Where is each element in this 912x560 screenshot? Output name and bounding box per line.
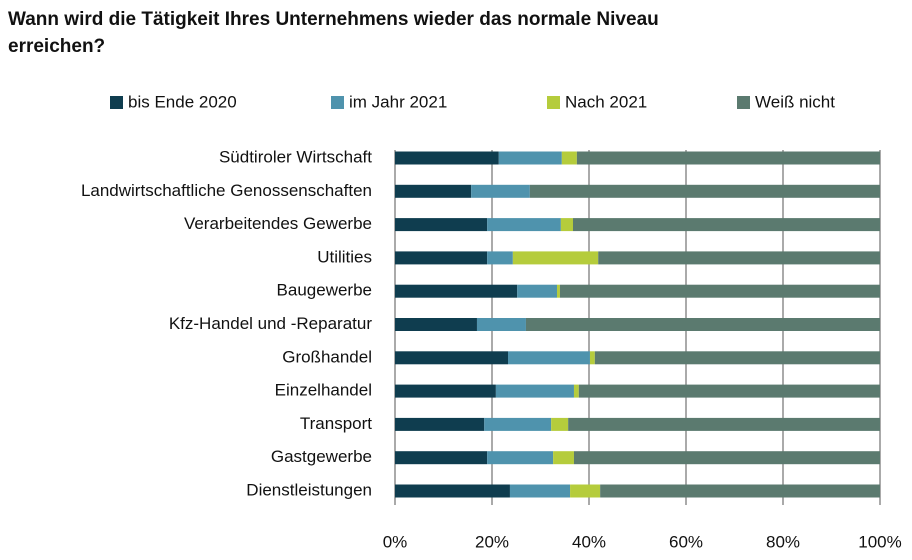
x-tick-label: 60%	[669, 532, 703, 551]
bar-segment	[395, 251, 488, 265]
y-tick-label: Utilities	[317, 247, 372, 266]
bar-segment	[395, 184, 472, 198]
y-tick-label: Landwirtschaftliche Genossenschaften	[81, 181, 372, 200]
y-tick-label: Kfz-Handel und -Reparatur	[169, 314, 373, 333]
legend-label: Weiß nicht	[755, 92, 835, 111]
bar-segment	[578, 384, 880, 398]
bar-segment	[395, 318, 477, 331]
legend-label: bis Ende 2020	[128, 92, 237, 111]
bar-segment	[509, 484, 571, 498]
y-tick-label: Einzelhandel	[275, 381, 372, 400]
y-tick-label: Dienstleistungen	[246, 480, 372, 499]
bar-segment	[395, 151, 499, 165]
bar-segment	[476, 318, 526, 331]
bar-segment	[594, 351, 880, 365]
legend-swatch	[110, 96, 123, 109]
legend-label: im Jahr 2021	[349, 92, 447, 111]
bar-segment	[395, 384, 496, 398]
bar-segment	[495, 384, 574, 398]
bar-segment	[553, 451, 574, 465]
y-tick-label: Gastgewerbe	[271, 447, 372, 466]
chart-title: Wann wird die Tätigkeit Ihres Unternehme…	[8, 9, 659, 57]
bar-segment	[570, 484, 601, 498]
bar-segment	[395, 218, 488, 232]
bar-segment	[572, 218, 880, 232]
bar-segment	[484, 417, 552, 431]
bar-segment	[487, 218, 561, 232]
bar-segment	[395, 284, 518, 298]
bar-segment	[556, 284, 560, 298]
x-tick-label: 100%	[858, 532, 901, 551]
x-tick-label: 20%	[475, 532, 509, 551]
bar-segment	[517, 284, 557, 298]
bar-segment	[395, 451, 488, 465]
bar-segment	[561, 151, 577, 165]
bar-segment	[598, 251, 880, 265]
bar-segment	[512, 251, 599, 265]
bar-segment	[529, 184, 880, 198]
x-tick-label: 0%	[383, 532, 408, 551]
bar-segment	[576, 151, 880, 165]
y-tick-label: Baugewerbe	[277, 281, 372, 300]
x-tick-label: 40%	[572, 532, 606, 551]
y-tick-label: Verarbeitendes Gewerbe	[184, 214, 372, 233]
bar-segment	[568, 417, 880, 431]
bar-segment	[559, 284, 880, 298]
y-tick-label: Großhandel	[282, 347, 372, 366]
bar-segment	[560, 218, 573, 232]
legend-swatch	[331, 96, 344, 109]
legend-swatch	[547, 96, 560, 109]
bar-segment	[573, 384, 579, 398]
legend-label: Nach 2021	[565, 92, 647, 111]
bar-segment	[487, 251, 513, 265]
y-tick-label: Transport	[300, 414, 372, 433]
bar-segment	[600, 484, 880, 498]
bar-segment	[395, 484, 510, 498]
bar-segment	[525, 318, 880, 331]
y-tick-label: Südtiroler Wirtschaft	[219, 147, 372, 166]
bar-segment	[471, 184, 530, 198]
bar-segment	[487, 451, 554, 465]
bar-segment	[498, 151, 562, 165]
bar-segment	[395, 351, 509, 365]
bar-segment	[395, 417, 485, 431]
legend-swatch	[737, 96, 750, 109]
bar-segment	[573, 451, 880, 465]
bar-segment	[508, 351, 590, 365]
x-tick-label: 80%	[766, 532, 800, 551]
bar-segment	[589, 351, 595, 365]
bar-segment	[551, 417, 569, 431]
